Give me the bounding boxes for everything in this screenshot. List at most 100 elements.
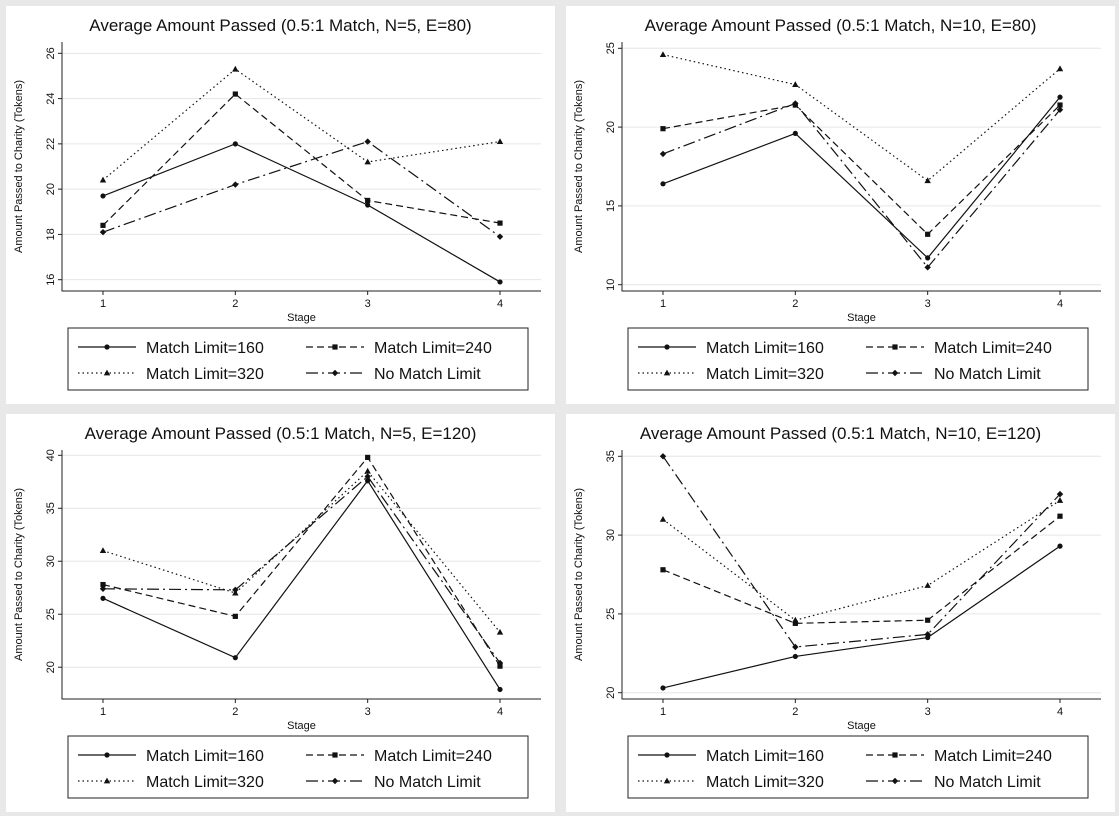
axes bbox=[621, 450, 1101, 700]
legend-marker bbox=[104, 752, 110, 758]
series-line bbox=[662, 515, 1061, 624]
y-tick-label: 10 bbox=[605, 279, 617, 291]
legend-label: No Match Limit bbox=[934, 774, 1041, 791]
y-tick-label: 35 bbox=[45, 502, 57, 514]
series-2 bbox=[660, 513, 1063, 626]
line-chart: Average Amount Passed (0.5:1 Match, N=5,… bbox=[13, 424, 541, 799]
data-point bbox=[99, 176, 107, 183]
legend-marker bbox=[892, 344, 898, 350]
series-line bbox=[102, 470, 501, 633]
series-line bbox=[102, 93, 501, 226]
data-point bbox=[660, 567, 666, 573]
x-tick-label: 3 bbox=[925, 298, 931, 310]
series-2 bbox=[660, 102, 1063, 237]
data-point bbox=[496, 628, 504, 635]
data-point bbox=[232, 655, 238, 661]
legend bbox=[627, 735, 1089, 799]
legend-marker bbox=[331, 777, 339, 785]
data-point bbox=[792, 616, 799, 623]
legend-marker bbox=[891, 777, 899, 785]
x-tick-label: 1 bbox=[660, 298, 666, 310]
series-1 bbox=[660, 94, 1063, 261]
data-point bbox=[925, 617, 931, 623]
series-1 bbox=[100, 478, 503, 693]
legend-label: Match Limit=240 bbox=[934, 340, 1052, 357]
data-point bbox=[659, 453, 667, 460]
y-axis-label: Amount Passed to Charity (Tokens) bbox=[13, 488, 25, 661]
chart-title: Average Amount Passed (0.5:1 Match, N=10… bbox=[640, 424, 1041, 443]
series-2 bbox=[100, 91, 503, 228]
chart-title: Average Amount Passed (0.5:1 Match, N=10… bbox=[645, 16, 1037, 35]
series-4 bbox=[659, 453, 1064, 651]
y-tick-label: 25 bbox=[605, 42, 617, 54]
series-line bbox=[662, 102, 1061, 269]
x-axis-label: Stage bbox=[287, 720, 316, 732]
legend-item: Match Limit=160 bbox=[638, 748, 824, 765]
y-tick-label: 30 bbox=[605, 529, 617, 541]
legend-marker bbox=[332, 344, 338, 350]
data-point bbox=[232, 181, 239, 188]
legend-item: Match Limit=240 bbox=[306, 748, 492, 765]
data-point bbox=[792, 620, 798, 626]
y-axis-label: Amount Passed to Charity (Tokens) bbox=[13, 80, 25, 253]
legend-label: Match Limit=160 bbox=[706, 748, 824, 765]
legend-marker bbox=[892, 752, 898, 758]
data-point bbox=[497, 220, 503, 226]
data-point bbox=[100, 581, 106, 588]
data-point bbox=[1057, 543, 1063, 549]
series-3 bbox=[659, 497, 1064, 623]
line-chart: Average Amount Passed (0.5:1 Match, N=10… bbox=[573, 16, 1101, 391]
series-1 bbox=[660, 543, 1063, 691]
y-tick-label: 40 bbox=[45, 449, 57, 461]
y-tick-label: 25 bbox=[605, 608, 617, 620]
legend-marker bbox=[104, 344, 110, 350]
legend-item: No Match Limit bbox=[306, 366, 481, 383]
legend-marker bbox=[663, 369, 671, 376]
x-tick-label: 3 bbox=[365, 298, 371, 310]
legend-marker bbox=[103, 369, 111, 376]
data-point bbox=[364, 158, 371, 165]
x-tick-label: 4 bbox=[1057, 706, 1063, 718]
x-tick-label: 2 bbox=[792, 298, 798, 310]
x-tick-label: 4 bbox=[1057, 298, 1063, 310]
y-axis-label: Amount Passed to Charity (Tokens) bbox=[573, 80, 585, 253]
data-point bbox=[100, 222, 106, 228]
data-point bbox=[1056, 497, 1064, 503]
legend-item: No Match Limit bbox=[866, 774, 1041, 791]
legend-marker bbox=[663, 777, 671, 784]
legend bbox=[627, 327, 1089, 391]
data-point bbox=[497, 279, 503, 285]
y-tick-label: 20 bbox=[45, 183, 57, 195]
legend-item: Match Limit=240 bbox=[866, 748, 1052, 765]
legend-label: Match Limit=160 bbox=[146, 748, 264, 765]
legend-label: Match Limit=320 bbox=[706, 366, 824, 383]
data-point bbox=[364, 138, 371, 145]
data-point bbox=[496, 659, 504, 667]
series-line bbox=[662, 54, 1061, 182]
data-point bbox=[659, 150, 667, 158]
data-point bbox=[232, 613, 238, 619]
series-line bbox=[662, 499, 1061, 621]
data-point bbox=[925, 255, 931, 261]
data-point bbox=[365, 478, 371, 484]
series-3 bbox=[659, 51, 1064, 184]
data-point bbox=[232, 65, 239, 72]
legend-marker bbox=[332, 752, 338, 758]
chart-title: Average Amount Passed (0.5:1 Match, N=5,… bbox=[89, 16, 471, 35]
y-tick-label: 20 bbox=[45, 661, 57, 673]
data-point bbox=[1057, 94, 1063, 100]
x-tick-label: 1 bbox=[100, 706, 106, 718]
legend-item: Match Limit=320 bbox=[638, 366, 824, 383]
legend-label: Match Limit=240 bbox=[374, 748, 492, 765]
data-point bbox=[232, 91, 238, 97]
series-line bbox=[102, 68, 501, 181]
legend-marker bbox=[331, 369, 339, 377]
data-point bbox=[365, 454, 371, 461]
legend bbox=[67, 735, 529, 799]
data-point bbox=[792, 653, 798, 660]
series-line bbox=[662, 104, 1061, 236]
axes bbox=[61, 42, 541, 292]
data-point bbox=[99, 228, 107, 236]
legend-marker bbox=[103, 777, 111, 784]
data-point bbox=[924, 177, 931, 184]
